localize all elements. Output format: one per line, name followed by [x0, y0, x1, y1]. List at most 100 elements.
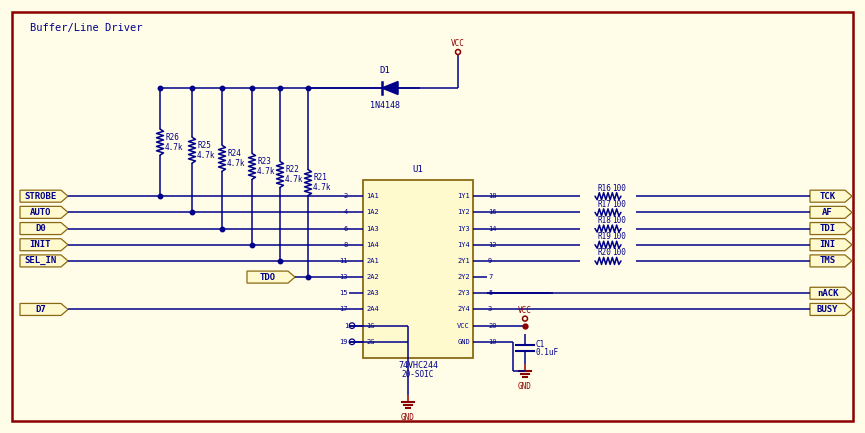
Text: R25: R25	[197, 141, 211, 150]
Text: VCC: VCC	[458, 323, 470, 329]
Text: R18: R18	[598, 216, 612, 225]
Text: 100: 100	[612, 249, 626, 257]
Text: GND: GND	[458, 339, 470, 345]
Polygon shape	[810, 287, 852, 299]
Polygon shape	[247, 271, 295, 283]
Text: 100: 100	[612, 216, 626, 225]
Text: 2Y2: 2Y2	[458, 274, 470, 280]
Text: D1: D1	[380, 66, 390, 75]
Text: 4.7k: 4.7k	[257, 167, 275, 176]
Text: 2A2: 2A2	[366, 274, 379, 280]
Polygon shape	[810, 304, 852, 316]
Text: 2A3: 2A3	[366, 290, 379, 296]
Text: VCC: VCC	[451, 39, 465, 48]
Text: TDO: TDO	[260, 273, 276, 281]
Text: 1A3: 1A3	[366, 226, 379, 232]
Polygon shape	[363, 180, 473, 358]
Polygon shape	[810, 190, 852, 202]
Text: STROBE: STROBE	[24, 192, 56, 200]
Text: 1A2: 1A2	[366, 210, 379, 215]
Text: 1Y4: 1Y4	[458, 242, 470, 248]
Text: 9: 9	[488, 258, 492, 264]
Text: 16: 16	[488, 210, 497, 215]
Text: 19: 19	[339, 339, 348, 345]
Text: R23: R23	[257, 157, 271, 166]
Polygon shape	[810, 255, 852, 267]
Text: 1G: 1G	[366, 323, 375, 329]
Text: R16: R16	[598, 184, 612, 193]
Polygon shape	[20, 255, 68, 267]
Text: D7: D7	[35, 305, 46, 314]
Polygon shape	[20, 207, 68, 218]
Text: R24: R24	[227, 149, 240, 158]
Text: 14: 14	[488, 226, 497, 232]
Text: D0: D0	[35, 224, 46, 233]
Polygon shape	[810, 207, 852, 218]
Text: 2Y1: 2Y1	[458, 258, 470, 264]
Text: R19: R19	[598, 232, 612, 241]
Text: R22: R22	[285, 165, 299, 174]
Text: 1Y2: 1Y2	[458, 210, 470, 215]
Text: Buffer/Line Driver: Buffer/Line Driver	[30, 23, 143, 33]
Polygon shape	[20, 239, 68, 251]
Text: 6: 6	[343, 226, 348, 232]
Text: VCC: VCC	[518, 306, 532, 315]
Text: 3: 3	[488, 307, 492, 313]
Text: 1A4: 1A4	[366, 242, 379, 248]
Polygon shape	[810, 223, 852, 235]
Text: 4.7k: 4.7k	[285, 175, 304, 184]
Text: SEL_IN: SEL_IN	[24, 256, 56, 265]
Text: 4.7k: 4.7k	[313, 183, 331, 192]
Text: 2: 2	[343, 193, 348, 199]
Text: 1N4148: 1N4148	[370, 101, 400, 110]
Text: 1Y1: 1Y1	[458, 193, 470, 199]
Text: INIT: INIT	[29, 240, 51, 249]
Text: 4.7k: 4.7k	[227, 159, 246, 168]
Text: 2A1: 2A1	[366, 258, 379, 264]
Text: 4.7k: 4.7k	[197, 151, 215, 160]
Text: 100: 100	[612, 184, 626, 193]
Polygon shape	[20, 223, 68, 235]
Text: 20-SOIC: 20-SOIC	[402, 370, 434, 379]
Text: TCK: TCK	[819, 192, 836, 200]
Text: 5: 5	[488, 290, 492, 296]
Text: 18: 18	[488, 193, 497, 199]
Text: 0.1uF: 0.1uF	[536, 348, 559, 357]
Text: 1Y3: 1Y3	[458, 226, 470, 232]
Text: 100: 100	[612, 232, 626, 241]
Text: 2Y4: 2Y4	[458, 307, 470, 313]
Text: INI: INI	[819, 240, 836, 249]
Text: R21: R21	[313, 173, 327, 182]
Text: 4.7k: 4.7k	[165, 142, 183, 152]
Text: 4: 4	[343, 210, 348, 215]
Text: 13: 13	[339, 274, 348, 280]
Text: 2A4: 2A4	[366, 307, 379, 313]
Text: 11: 11	[339, 258, 348, 264]
Text: U1: U1	[413, 165, 423, 174]
Polygon shape	[810, 239, 852, 251]
Text: 1: 1	[343, 323, 348, 329]
Text: GND: GND	[401, 413, 415, 422]
Text: 2Y3: 2Y3	[458, 290, 470, 296]
Text: 1A1: 1A1	[366, 193, 379, 199]
Text: 15: 15	[339, 290, 348, 296]
Text: 8: 8	[343, 242, 348, 248]
Text: AF: AF	[822, 208, 833, 217]
Text: C1: C1	[536, 340, 545, 349]
Text: R20: R20	[598, 249, 612, 257]
Text: GND: GND	[518, 381, 532, 391]
Text: R26: R26	[165, 132, 179, 142]
Text: nACK: nACK	[817, 289, 838, 298]
Text: 7: 7	[488, 274, 492, 280]
Text: 74VHC244: 74VHC244	[398, 361, 438, 370]
Text: AUTO: AUTO	[29, 208, 51, 217]
Polygon shape	[20, 190, 68, 202]
Text: 20: 20	[488, 323, 497, 329]
Polygon shape	[382, 81, 398, 94]
Text: TMS: TMS	[819, 256, 836, 265]
Text: R17: R17	[598, 200, 612, 209]
Text: 12: 12	[488, 242, 497, 248]
Text: 100: 100	[612, 200, 626, 209]
Text: 17: 17	[339, 307, 348, 313]
Text: 10: 10	[488, 339, 497, 345]
